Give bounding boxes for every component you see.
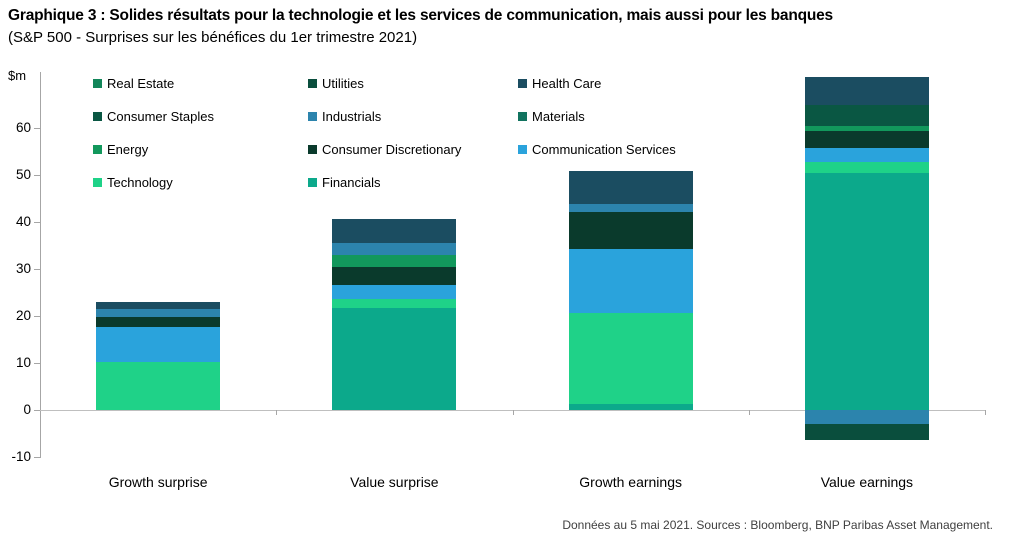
bar-segment-health-care bbox=[804, 77, 929, 105]
category-label: Growth earnings bbox=[579, 474, 682, 490]
legend-item-health-care: Health Care bbox=[518, 76, 601, 91]
bar-segment-communication-services bbox=[568, 248, 693, 313]
legend-label: Financials bbox=[322, 175, 381, 190]
legend-label: Communication Services bbox=[532, 142, 676, 157]
bar-segment-consumer-discretionary bbox=[568, 211, 693, 249]
category-axis-tick bbox=[985, 410, 986, 415]
legend-swatch-icon bbox=[308, 178, 317, 187]
legend-swatch-icon bbox=[308, 112, 317, 121]
source-note: Données au 5 mai 2021. Sources : Bloombe… bbox=[562, 518, 993, 532]
legend-swatch-icon bbox=[518, 79, 527, 88]
bar-segment-technology bbox=[804, 161, 929, 173]
chart-subtitle: (S&P 500 - Surprises sur les bénéfices d… bbox=[8, 29, 418, 46]
bar-segment-energy bbox=[332, 254, 457, 268]
legend-label: Energy bbox=[107, 142, 149, 157]
y-axis-tick bbox=[34, 316, 40, 317]
legend-label: Consumer Staples bbox=[107, 109, 214, 124]
y-axis-unit-label: $m bbox=[8, 68, 27, 83]
bar-segment-health-care bbox=[568, 170, 693, 204]
bar-segment-communication-services bbox=[332, 284, 457, 300]
y-axis-tick bbox=[34, 363, 40, 364]
bar-segment-technology bbox=[96, 361, 221, 410]
bar-segment-consumer-staples bbox=[804, 104, 929, 127]
y-axis-tick-label: 30 bbox=[15, 261, 31, 276]
y-axis-tick-label: 10 bbox=[15, 355, 31, 370]
y-axis-tick-label: 60 bbox=[15, 120, 31, 135]
bar-segment-energy bbox=[804, 126, 929, 132]
y-axis-tick bbox=[34, 128, 40, 129]
legend-item-real-estate: Real Estate bbox=[93, 76, 174, 91]
bar-segment-industrials bbox=[332, 242, 457, 255]
legend-label: Industrials bbox=[322, 109, 382, 124]
y-axis-tick-label: 40 bbox=[15, 214, 31, 229]
y-axis-tick bbox=[34, 175, 40, 176]
bar-segment-consumer-discretionary bbox=[96, 316, 221, 327]
legend-item-industrials: Industrials bbox=[308, 109, 381, 124]
bar-segment-industrials bbox=[96, 308, 221, 317]
legend-swatch-icon bbox=[308, 79, 317, 88]
bar-segment-utilities bbox=[804, 424, 929, 440]
legend-label: Technology bbox=[107, 175, 173, 190]
bar-segment-industrials bbox=[568, 203, 693, 212]
y-axis-tick-label: 20 bbox=[15, 308, 31, 323]
legend-label: Health Care bbox=[532, 76, 602, 91]
legend-label: Consumer Discretionary bbox=[322, 142, 462, 157]
bar-segment-industrials bbox=[804, 410, 929, 425]
legend-item-technology: Technology bbox=[93, 175, 173, 190]
bar-segment-financials bbox=[804, 172, 929, 410]
legend-item-materials: Materials bbox=[518, 109, 585, 124]
category-label: Value earnings bbox=[820, 474, 914, 490]
bar-segment-communication-services bbox=[804, 147, 929, 162]
y-axis-tick bbox=[34, 222, 40, 223]
legend-item-consumer-discretionary: Consumer Discretionary bbox=[308, 142, 461, 157]
y-axis-tick bbox=[34, 410, 40, 411]
bar-segment-health-care bbox=[332, 218, 457, 243]
legend-label: Materials bbox=[532, 109, 585, 124]
legend-swatch-icon bbox=[308, 145, 317, 154]
y-axis-tick bbox=[34, 457, 40, 458]
legend-item-utilities: Utilities bbox=[308, 76, 364, 91]
category-label: Value surprise bbox=[350, 474, 439, 490]
legend-swatch-icon bbox=[518, 145, 527, 154]
y-axis-tick-label: 50 bbox=[15, 167, 31, 182]
chart-title: Graphique 3 : Solides résultats pour la … bbox=[8, 7, 833, 24]
y-axis-tick-label: -10 bbox=[11, 449, 31, 464]
bar-segment-consumer-discretionary bbox=[332, 267, 457, 285]
bar-segment-financials bbox=[568, 404, 693, 410]
bar-segment-communication-services bbox=[96, 326, 221, 362]
category-axis-tick bbox=[276, 410, 278, 415]
bar-segment-technology bbox=[568, 312, 693, 405]
bar-segment-consumer-discretionary bbox=[804, 131, 929, 148]
y-axis-tick-label: 0 bbox=[23, 402, 31, 417]
legend-swatch-icon bbox=[93, 112, 102, 121]
y-axis-tick bbox=[34, 269, 40, 270]
category-label: Growth surprise bbox=[108, 474, 208, 490]
legend-item-consumer-staples: Consumer Staples bbox=[93, 109, 214, 124]
bar-segment-health-care bbox=[96, 302, 221, 309]
y-axis-line bbox=[40, 72, 41, 458]
legend-swatch-icon bbox=[93, 178, 102, 187]
category-axis-tick bbox=[512, 410, 514, 415]
legend-label: Real Estate bbox=[107, 76, 175, 91]
bar-segment-financials bbox=[332, 308, 457, 410]
legend-label: Utilities bbox=[322, 76, 364, 91]
legend-swatch-icon bbox=[93, 145, 102, 154]
legend-item-communication-services: Communication Services bbox=[518, 142, 676, 157]
bar-segment-technology bbox=[332, 299, 457, 308]
legend-item-financials: Financials bbox=[308, 175, 381, 190]
legend-item-energy: Energy bbox=[93, 142, 148, 157]
legend-swatch-icon bbox=[93, 79, 102, 88]
legend-swatch-icon bbox=[518, 112, 527, 121]
category-axis-tick bbox=[748, 410, 750, 415]
